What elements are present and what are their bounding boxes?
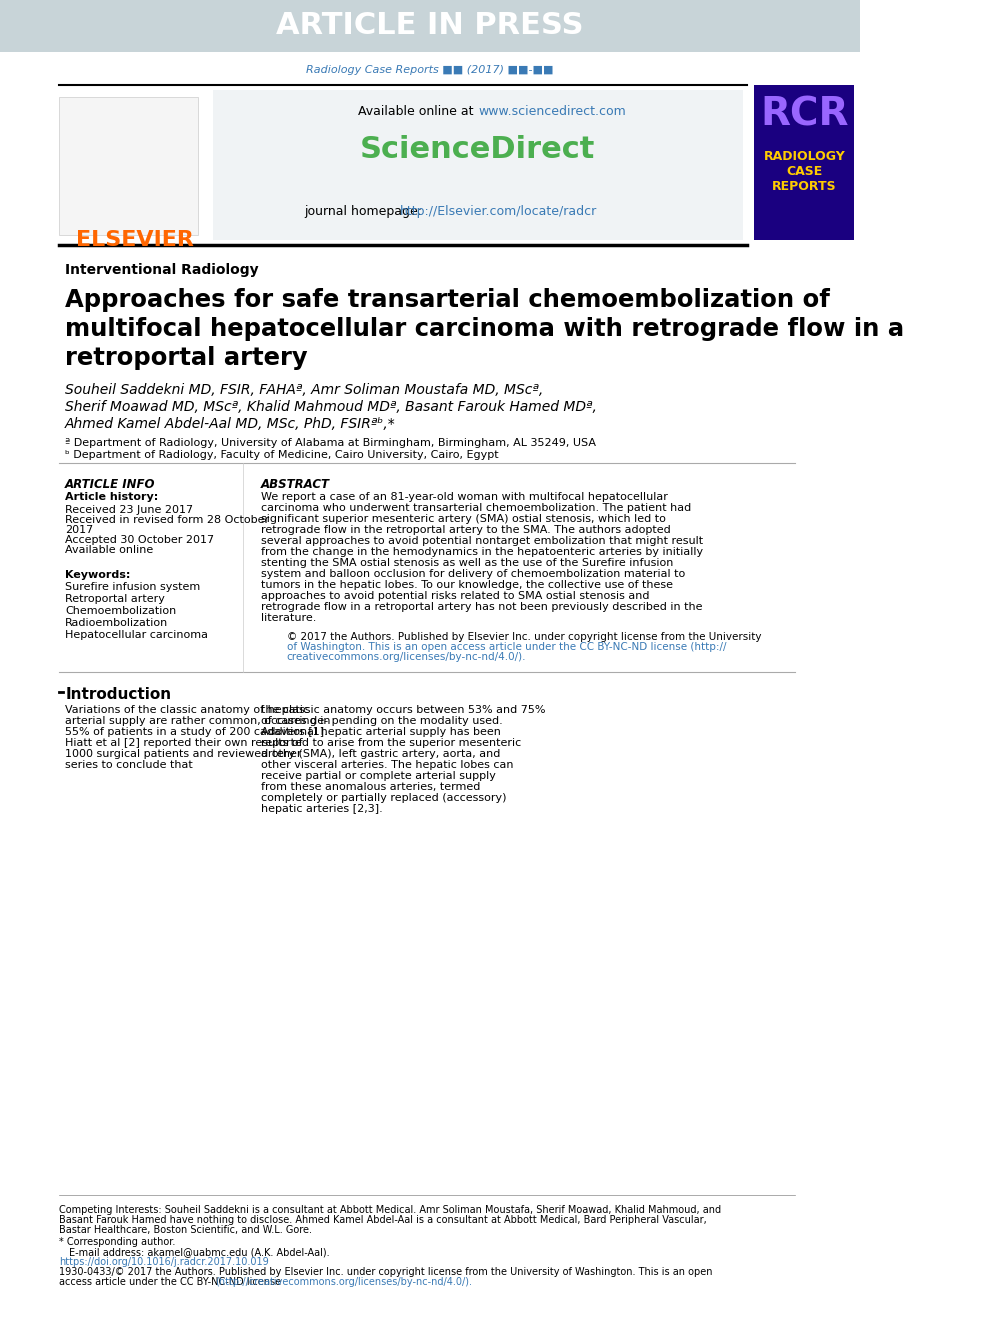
Text: Sherif Moawad MD, MScª, Khalid Mahmoud MDª, Basant Farouk Hamed MDª,: Sherif Moawad MD, MScª, Khalid Mahmoud M…	[65, 400, 597, 414]
Text: system and balloon occlusion for delivery of chemoembolization material to: system and balloon occlusion for deliver…	[260, 569, 685, 579]
Text: retrograde flow in the retroportal artery to the SMA. The authors adopted: retrograde flow in the retroportal arter…	[260, 525, 670, 535]
Text: Keywords:: Keywords:	[65, 570, 131, 579]
Text: Ahmed Kamel Abdel-Aal MD, MSc, PhD, FSIRªᵇ,*: Ahmed Kamel Abdel-Aal MD, MSc, PhD, FSIR…	[65, 417, 396, 432]
Text: Approaches for safe transarterial chemoembolization of: Approaches for safe transarterial chemoe…	[65, 288, 830, 312]
Text: retrograde flow in a retroportal artery has not been previously described in the: retrograde flow in a retroportal artery …	[260, 602, 702, 612]
Text: Surefire infusion system: Surefire infusion system	[65, 582, 200, 591]
FancyBboxPatch shape	[213, 90, 742, 240]
Text: retroportal artery: retroportal artery	[65, 346, 308, 370]
Text: 55% of patients in a study of 200 cadavers [1].: 55% of patients in a study of 200 cadave…	[65, 727, 328, 737]
Text: reported to arise from the superior mesenteric: reported to arise from the superior mese…	[260, 738, 521, 748]
Text: Accepted 30 October 2017: Accepted 30 October 2017	[65, 535, 214, 545]
Text: ELSEVIER: ELSEVIER	[75, 230, 194, 249]
Text: receive partial or complete arterial supply: receive partial or complete arterial sup…	[260, 771, 495, 781]
FancyBboxPatch shape	[59, 96, 198, 235]
Text: arterial supply are rather common, occurring in: arterial supply are rather common, occur…	[65, 715, 331, 726]
Text: completely or partially replaced (accessory): completely or partially replaced (access…	[260, 793, 506, 803]
Text: © 2017 the Authors. Published by Elsevier Inc. under copyright license from the : © 2017 the Authors. Published by Elsevie…	[287, 632, 761, 642]
Text: tumors in the hepatic lobes. To our knowledge, the collective use of these: tumors in the hepatic lobes. To our know…	[260, 579, 672, 590]
Text: approaches to avoid potential risks related to SMA ostial stenosis and: approaches to avoid potential risks rela…	[260, 591, 649, 601]
Text: stenting the SMA ostial stenosis as well as the use of the Surefire infusion: stenting the SMA ostial stenosis as well…	[260, 558, 673, 568]
Text: artery (SMA), left gastric artery, aorta, and: artery (SMA), left gastric artery, aorta…	[260, 748, 500, 759]
Text: Hiatt et al [2] reported their own results of: Hiatt et al [2] reported their own resul…	[65, 738, 303, 748]
Text: Available online at: Available online at	[358, 106, 478, 117]
Text: ARTICLE IN PRESS: ARTICLE IN PRESS	[276, 12, 584, 41]
Text: Radiology Case Reports ■■ (2017) ■■-■■: Radiology Case Reports ■■ (2017) ■■-■■	[306, 65, 553, 75]
Text: ScienceDirect: ScienceDirect	[360, 135, 595, 164]
Text: ABSTRACT: ABSTRACT	[260, 478, 330, 491]
Text: journal homepage:: journal homepage:	[304, 205, 426, 218]
Text: creativecommons.org/licenses/by-nc-nd/4.0/).: creativecommons.org/licenses/by-nc-nd/4.…	[287, 652, 526, 663]
Text: series to conclude that: series to conclude that	[65, 760, 193, 770]
Text: Souheil Saddekni MD, FSIR, FAHAª, Amr Soliman Moustafa MD, MScª,: Souheil Saddekni MD, FSIR, FAHAª, Amr So…	[65, 383, 544, 397]
Text: the classic anatomy occurs between 53% and 75%: the classic anatomy occurs between 53% a…	[260, 705, 545, 715]
Text: Introduction: Introduction	[65, 686, 171, 702]
Text: from these anomalous arteries, termed: from these anomalous arteries, termed	[260, 781, 480, 792]
Text: multifocal hepatocellular carcinoma with retrograde flow in a: multifocal hepatocellular carcinoma with…	[65, 317, 904, 341]
Text: Available online: Available online	[65, 545, 153, 554]
Text: Bastar Healthcare, Boston Scientific, and W.L. Gore.: Bastar Healthcare, Boston Scientific, an…	[59, 1225, 312, 1236]
Text: significant superior mesenteric artery (SMA) ostial stenosis, which led to: significant superior mesenteric artery (…	[260, 513, 665, 524]
FancyBboxPatch shape	[0, 0, 860, 51]
Text: 2017: 2017	[65, 525, 93, 535]
Text: www.sciencedirect.com: www.sciencedirect.com	[478, 106, 627, 117]
Text: * Corresponding author.: * Corresponding author.	[59, 1237, 175, 1247]
Text: 1000 surgical patients and reviewed other: 1000 surgical patients and reviewed othe…	[65, 748, 302, 759]
Text: 1930-0433/© 2017 the Authors. Published by Elsevier Inc. under copyright license: 1930-0433/© 2017 the Authors. Published …	[59, 1267, 713, 1276]
Text: Variations of the classic anatomy of hepatic: Variations of the classic anatomy of hep…	[65, 705, 309, 715]
Text: ª Department of Radiology, University of Alabama at Birmingham, Birmingham, AL 3: ª Department of Radiology, University of…	[65, 438, 596, 447]
Text: literature.: literature.	[260, 612, 316, 623]
Text: ARTICLE INFO: ARTICLE INFO	[65, 478, 155, 491]
Text: E-mail address: akamel@uabmc.edu (A.K. Abdel-Aal).: E-mail address: akamel@uabmc.edu (A.K. A…	[69, 1247, 330, 1257]
Text: Received 23 June 2017: Received 23 June 2017	[65, 506, 193, 515]
Text: Radioembolization: Radioembolization	[65, 618, 168, 628]
Text: several approaches to avoid potential nontarget embolization that might result: several approaches to avoid potential no…	[260, 536, 703, 546]
Text: RCR: RCR	[760, 95, 848, 133]
Text: from the change in the hemodynamics in the hepatoenteric arteries by initially: from the change in the hemodynamics in t…	[260, 546, 703, 557]
Text: Retroportal artery: Retroportal artery	[65, 594, 165, 605]
Text: ᵇ Department of Radiology, Faculty of Medicine, Cairo University, Cairo, Egypt: ᵇ Department of Radiology, Faculty of Me…	[65, 450, 499, 459]
Text: RADIOLOGY
CASE
REPORTS: RADIOLOGY CASE REPORTS	[763, 150, 845, 193]
Text: of Washington. This is an open access article under the CC BY-NC-ND license (htt: of Washington. This is an open access ar…	[287, 642, 727, 652]
Text: http://Elsevier.com/locate/radcr: http://Elsevier.com/locate/radcr	[400, 205, 597, 218]
Text: hepatic arteries [2,3].: hepatic arteries [2,3].	[260, 804, 382, 814]
Text: Chemoembolization: Chemoembolization	[65, 606, 176, 616]
Text: (http://creativecommons.org/licenses/by-nc-nd/4.0/).: (http://creativecommons.org/licenses/by-…	[216, 1276, 472, 1287]
Text: Basant Farouk Hamed have nothing to disclose. Ahmed Kamel Abdel-Aal is a consult: Basant Farouk Hamed have nothing to disc…	[59, 1214, 707, 1225]
Text: Additional hepatic arterial supply has been: Additional hepatic arterial supply has b…	[260, 727, 501, 737]
Text: of cases de- pending on the modality used.: of cases de- pending on the modality use…	[260, 715, 502, 726]
Text: We report a case of an 81-year-old woman with multifocal hepatocellular: We report a case of an 81-year-old woman…	[260, 492, 667, 502]
Text: carcinoma who underwent transarterial chemoembolization. The patient had: carcinoma who underwent transarterial ch…	[260, 503, 691, 513]
Text: https://doi.org/10.1016/j.radcr.2017.10.019: https://doi.org/10.1016/j.radcr.2017.10.…	[59, 1257, 269, 1267]
Text: other visceral arteries. The hepatic lobes can: other visceral arteries. The hepatic lob…	[260, 760, 513, 770]
Text: Competing Interests: Souheil Saddekni is a consultant at Abbott Medical. Amr Sol: Competing Interests: Souheil Saddekni is…	[59, 1205, 721, 1214]
Text: Article history:: Article history:	[65, 492, 158, 502]
Text: Hepatocellular carcinoma: Hepatocellular carcinoma	[65, 630, 208, 640]
FancyBboxPatch shape	[754, 84, 854, 240]
Text: access article under the CC BY-NC-ND license: access article under the CC BY-NC-ND lic…	[59, 1276, 284, 1287]
Text: Received in revised form 28 October: Received in revised form 28 October	[65, 515, 269, 525]
Text: Interventional Radiology: Interventional Radiology	[65, 263, 258, 277]
